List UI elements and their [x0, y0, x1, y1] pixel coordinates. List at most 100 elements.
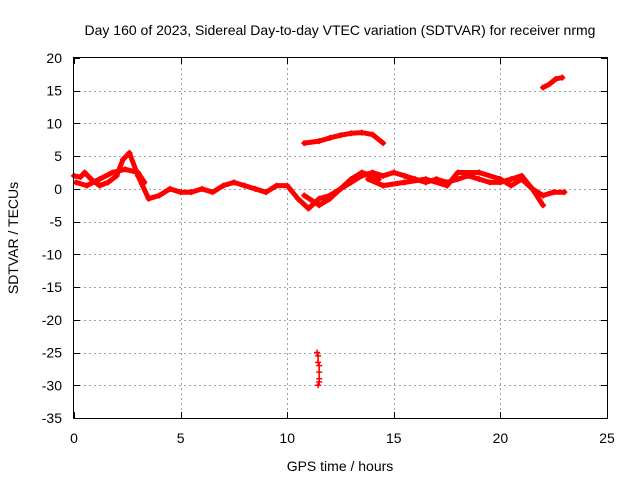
- data-point: [315, 382, 322, 389]
- y-tick-label: 10: [46, 115, 62, 131]
- data-point: [241, 182, 248, 189]
- y-tick-label: -5: [50, 214, 63, 230]
- y-tick-label: -20: [42, 312, 62, 328]
- plot-area: [71, 74, 568, 389]
- data-point: [316, 379, 323, 385]
- y-tick-label: -35: [42, 410, 62, 426]
- data-point: [390, 169, 397, 176]
- data-point: [337, 132, 344, 139]
- data-point: [166, 185, 173, 192]
- data-point: [316, 195, 323, 202]
- data-point: [444, 182, 451, 189]
- data-point: [476, 176, 483, 183]
- data-point: [454, 169, 461, 176]
- data-point: [316, 202, 323, 209]
- data-point: [540, 192, 547, 199]
- data-point: [508, 176, 515, 183]
- data-point: [141, 179, 148, 186]
- data-point: [497, 176, 504, 183]
- data-point: [134, 169, 141, 176]
- data-point: [380, 140, 387, 147]
- data-point: [96, 182, 103, 189]
- data-point: [508, 182, 515, 189]
- data-point: [188, 189, 195, 196]
- data-point: [476, 169, 483, 176]
- data-point: [454, 176, 461, 183]
- data-point: [198, 185, 205, 192]
- y-tick-label: -30: [42, 377, 62, 393]
- series-trace: [540, 75, 565, 90]
- data-point: [301, 192, 308, 199]
- data-point: [365, 176, 372, 183]
- y-tick-label: -15: [42, 279, 62, 295]
- data-point: [177, 189, 184, 196]
- x-tick-label: 15: [386, 430, 402, 446]
- y-tick-label: 5: [54, 148, 62, 164]
- data-point: [326, 195, 333, 202]
- data-point: [316, 138, 323, 145]
- data-point: [314, 349, 321, 356]
- series-track-d: [301, 129, 387, 147]
- x-axis-label: GPS time / hours: [287, 458, 394, 474]
- chart-title: Day 160 of 2023, Sidereal Day-to-day VTE…: [85, 22, 596, 38]
- data-point: [540, 202, 547, 209]
- data-point: [561, 189, 568, 196]
- series-track-c: [301, 169, 382, 209]
- data-point: [358, 169, 365, 176]
- data-point: [401, 179, 408, 186]
- data-point: [230, 179, 237, 186]
- data-point: [77, 174, 84, 181]
- data-point: [401, 172, 408, 179]
- data-point: [348, 130, 355, 137]
- y-tick-label: -10: [42, 246, 62, 262]
- series-track-b: [73, 166, 148, 189]
- data-point: [284, 182, 291, 189]
- y-tick-label: 0: [54, 181, 62, 197]
- data-point: [337, 185, 344, 192]
- data-point: [301, 140, 308, 147]
- data-point: [109, 169, 116, 176]
- data-point: [529, 185, 536, 192]
- data-point: [96, 176, 103, 183]
- data-point: [550, 189, 557, 196]
- data-point: [105, 179, 112, 186]
- data-point: [315, 352, 322, 359]
- data-point: [220, 182, 227, 189]
- data-point: [369, 172, 376, 179]
- data-point: [252, 185, 259, 192]
- data-point: [156, 192, 163, 199]
- plot-frame: [73, 57, 608, 419]
- data-point: [358, 129, 365, 136]
- x-tick-label: 0: [70, 430, 78, 446]
- data-point: [305, 205, 312, 212]
- series-track-g: [314, 349, 323, 389]
- data-point: [262, 189, 269, 196]
- data-point: [546, 81, 553, 88]
- grid: [74, 58, 607, 418]
- series-trace: [365, 170, 546, 208]
- data-point: [552, 75, 559, 82]
- data-point: [273, 182, 280, 189]
- data-point: [486, 179, 493, 186]
- series-track-f: [540, 74, 566, 91]
- data-point: [380, 182, 387, 189]
- data-point: [316, 362, 323, 369]
- data-point: [559, 74, 566, 81]
- data-point: [540, 84, 547, 91]
- data-point: [422, 176, 429, 183]
- x-tick-label: 10: [279, 430, 295, 446]
- y-axis-label: SDTVAR / TECUs: [5, 182, 21, 294]
- x-tick-label: 25: [599, 430, 615, 446]
- data-point: [122, 166, 129, 173]
- data-point: [126, 149, 133, 156]
- data-point: [73, 179, 80, 186]
- data-point: [380, 172, 387, 179]
- data-point: [120, 156, 127, 163]
- data-point: [81, 169, 88, 176]
- x-tick-label: 20: [493, 430, 509, 446]
- data-point: [518, 176, 525, 183]
- data-point: [294, 195, 301, 202]
- data-point: [145, 195, 152, 202]
- data-point: [348, 176, 355, 183]
